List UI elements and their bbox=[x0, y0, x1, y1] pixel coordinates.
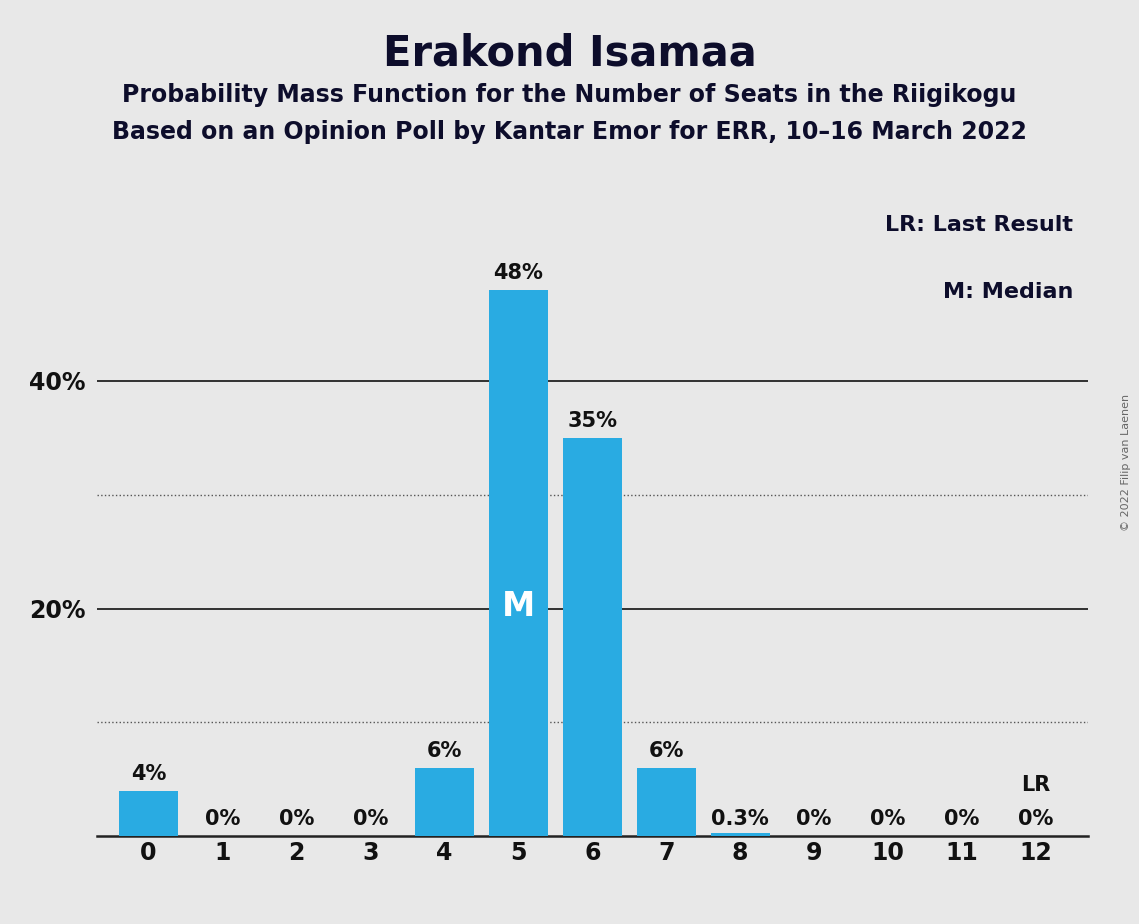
Text: 4%: 4% bbox=[131, 764, 166, 784]
Text: Probability Mass Function for the Number of Seats in the Riigikogu: Probability Mass Function for the Number… bbox=[122, 83, 1017, 107]
Bar bbox=[118, 791, 178, 836]
Bar bbox=[489, 290, 548, 836]
Text: © 2022 Filip van Laenen: © 2022 Filip van Laenen bbox=[1121, 394, 1131, 530]
Text: Based on an Opinion Poll by Kantar Emor for ERR, 10–16 March 2022: Based on an Opinion Poll by Kantar Emor … bbox=[112, 120, 1027, 144]
Text: 6%: 6% bbox=[648, 741, 683, 761]
Bar bbox=[711, 833, 770, 836]
Bar bbox=[415, 768, 474, 836]
Text: Erakond Isamaa: Erakond Isamaa bbox=[383, 32, 756, 74]
Text: 0%: 0% bbox=[279, 809, 314, 830]
Text: 0.3%: 0.3% bbox=[711, 809, 769, 830]
Text: 0%: 0% bbox=[1018, 809, 1054, 830]
Text: 6%: 6% bbox=[427, 741, 462, 761]
Bar bbox=[637, 768, 696, 836]
Text: LR: Last Result: LR: Last Result bbox=[885, 214, 1073, 235]
Text: 48%: 48% bbox=[493, 263, 543, 283]
Text: 0%: 0% bbox=[870, 809, 906, 830]
Text: M: M bbox=[501, 590, 535, 623]
Text: 0%: 0% bbox=[205, 809, 240, 830]
Text: M: Median: M: Median bbox=[942, 282, 1073, 301]
Text: 0%: 0% bbox=[944, 809, 980, 830]
Bar bbox=[563, 438, 622, 836]
Text: 35%: 35% bbox=[567, 411, 617, 431]
Text: 0%: 0% bbox=[796, 809, 831, 830]
Text: LR: LR bbox=[1022, 775, 1050, 796]
Text: 0%: 0% bbox=[353, 809, 388, 830]
